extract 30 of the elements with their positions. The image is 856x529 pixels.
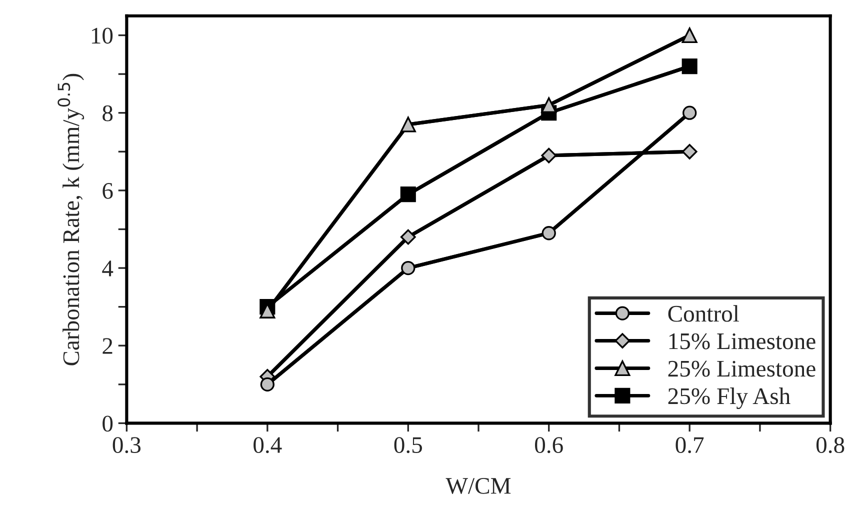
y-tick-label: 6 [102, 182, 113, 199]
x-tick-label: 0.7 [676, 437, 704, 454]
legend-label: 25% Fly Ash [668, 388, 790, 410]
y-tick-label: 10 [92, 28, 113, 44]
point [260, 377, 274, 392]
point [682, 58, 698, 74]
point [401, 260, 416, 276]
point [682, 27, 698, 44]
legend-label: 15% Limestone [669, 333, 816, 350]
legend-label: 25% Limestone [668, 360, 816, 377]
x-tick-label: 0.4 [254, 437, 282, 454]
y-tick-label: 8 [102, 105, 113, 122]
point [682, 144, 698, 160]
point [541, 97, 557, 113]
x-axis-title: W/CM [446, 478, 511, 494]
y-tick-label: 2 [102, 338, 112, 354]
x-tick-label: 0.5 [394, 437, 422, 454]
x-tick-label: 0.8 [816, 437, 844, 454]
y-tick-label: 0 [102, 416, 113, 432]
y-axis-title: Carbonation Rate, k (mm/y$^{0.5}$) [58, 74, 84, 366]
point [682, 106, 697, 120]
y-tick-label: 4 [102, 260, 114, 276]
legend-label: Control [668, 305, 739, 322]
point [400, 186, 416, 202]
point [400, 116, 416, 132]
point [400, 229, 416, 245]
point [541, 148, 557, 164]
x-tick-label: 0.6 [535, 437, 563, 454]
x-tick-label: 0.3 [112, 437, 141, 454]
point [542, 226, 556, 240]
